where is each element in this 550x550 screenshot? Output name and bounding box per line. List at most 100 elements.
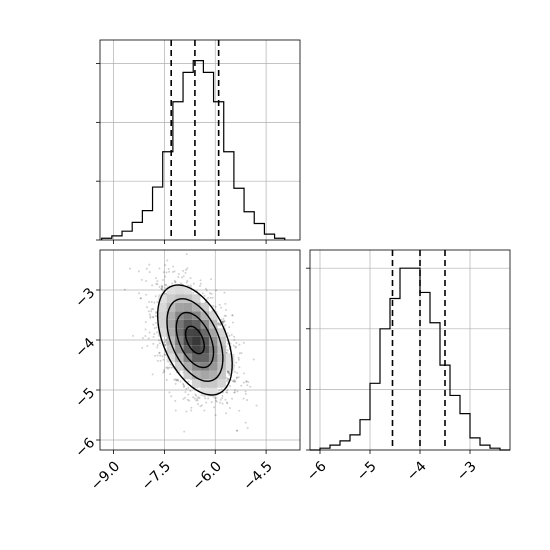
density-point (217, 324, 220, 327)
density-point (132, 334, 135, 337)
density-point (151, 284, 154, 287)
density-cell (192, 319, 201, 329)
density-point (131, 245, 133, 247)
density-cell (166, 285, 176, 295)
density-point (207, 296, 210, 299)
density-point (186, 279, 189, 282)
density-point (123, 288, 126, 291)
density-cell (192, 362, 201, 371)
density-point (232, 380, 235, 383)
density-point (210, 292, 213, 295)
density-point (147, 337, 150, 340)
density-point (180, 276, 183, 279)
density-point (168, 270, 171, 273)
scatter-panel-xy: −9.0 −7.5 −6.0 −4.5 −6 −5 −4 −3 (72, 245, 301, 494)
density-point (156, 346, 159, 349)
density-point (225, 379, 228, 382)
density-point (156, 280, 159, 283)
density-point (220, 306, 223, 309)
density-point (246, 427, 249, 430)
density-point (246, 399, 249, 402)
density-point (217, 322, 220, 325)
density-point (186, 398, 189, 401)
density-point (233, 391, 236, 394)
density-point (150, 308, 153, 311)
density-point (189, 277, 192, 280)
density-point (244, 390, 247, 393)
density-point (193, 397, 196, 400)
density-point (192, 282, 195, 285)
density-point (152, 316, 155, 319)
density-point (141, 337, 144, 340)
density-point (226, 402, 229, 405)
density-point (164, 353, 167, 356)
density-point (187, 386, 190, 389)
density-cell (200, 311, 209, 320)
density-point (234, 346, 237, 349)
density-point (252, 358, 255, 361)
density-point (137, 270, 140, 273)
density-point (154, 295, 157, 298)
density-point (153, 354, 156, 357)
density-point (145, 279, 148, 282)
density-point (218, 323, 221, 326)
density-point (145, 293, 148, 296)
histogram-panel-y: −6 −5 −4 −3 (304, 249, 511, 484)
density-point (244, 421, 247, 424)
density-cell (192, 370, 201, 380)
density-point (205, 289, 208, 292)
density-cell (183, 311, 193, 320)
density-point (145, 306, 148, 309)
hist-y-x-tick-label-1: −5 (354, 458, 380, 484)
hist-y-x-tick-label-0: −6 (304, 458, 330, 484)
density-point (149, 315, 152, 318)
density-cell (200, 345, 209, 354)
density-frame (99, 249, 301, 451)
density-point (173, 378, 176, 381)
density-point (246, 384, 249, 387)
density-point (226, 389, 229, 392)
density-cell (175, 362, 184, 371)
density-point (183, 430, 186, 433)
density-point (205, 401, 208, 404)
density-cell (158, 328, 167, 337)
density-cell (166, 311, 176, 320)
density-point (174, 281, 177, 284)
density-point (141, 346, 144, 349)
density-point (151, 373, 154, 376)
density-point (219, 324, 222, 327)
density-point (159, 359, 162, 362)
density-point (221, 395, 224, 398)
density-point (203, 409, 206, 412)
density-point (184, 271, 187, 274)
density-point (232, 344, 235, 347)
density-point (245, 380, 248, 383)
density-point (186, 267, 189, 270)
density-point (228, 334, 231, 337)
density-point (227, 371, 230, 374)
density-point (164, 264, 167, 267)
density-cell (200, 362, 209, 371)
density-point (207, 397, 210, 400)
density-cell (192, 345, 201, 354)
density-point (177, 378, 180, 381)
density-point (233, 379, 236, 382)
density-point (229, 385, 232, 388)
density-point (174, 399, 177, 402)
density-point (182, 383, 185, 386)
density-point (182, 385, 185, 388)
density-point (231, 314, 234, 317)
density-point (226, 377, 229, 380)
density-point (165, 366, 168, 369)
density-cell (183, 336, 193, 346)
density-point (160, 288, 163, 291)
density-point (225, 309, 228, 312)
density-cell (200, 319, 209, 329)
density-point (153, 327, 156, 330)
density-point (224, 314, 227, 317)
density-cell (208, 379, 218, 388)
density-point (227, 378, 230, 381)
density-point (173, 279, 176, 282)
density-cell (166, 302, 176, 312)
density-point (209, 296, 212, 299)
